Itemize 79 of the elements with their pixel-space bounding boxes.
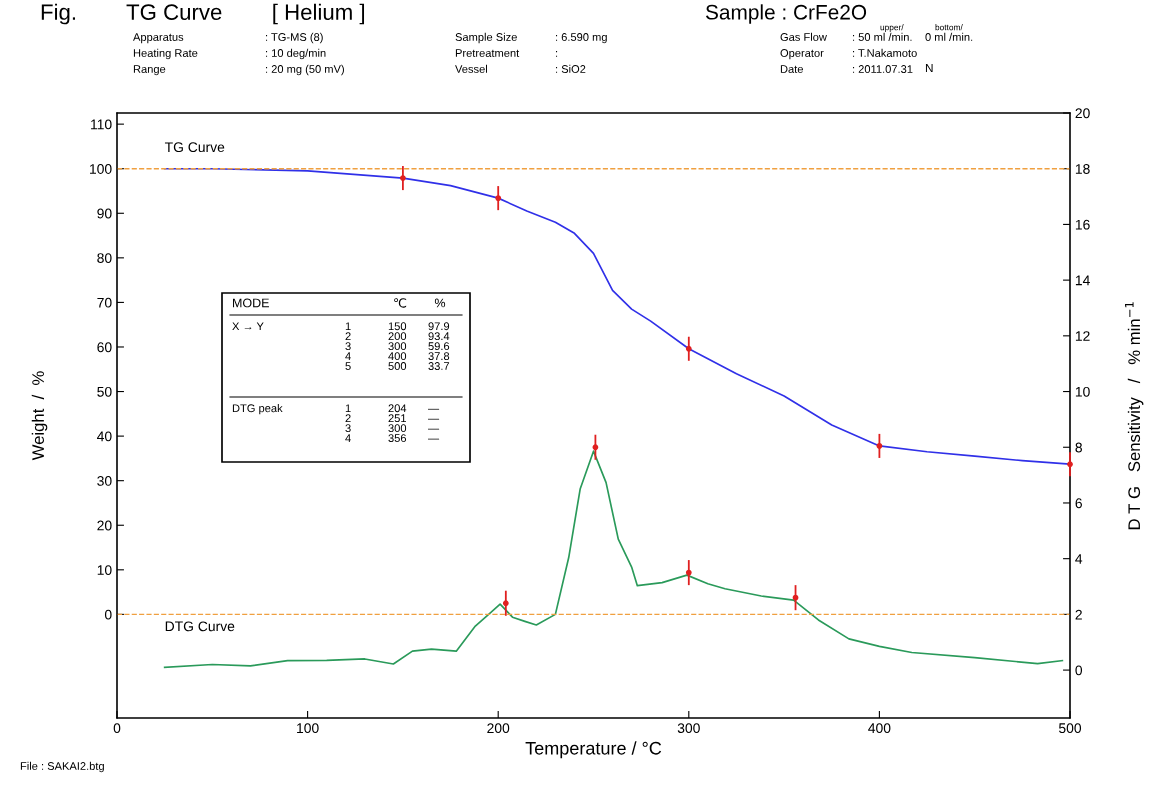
text: Operator <box>780 49 824 60</box>
annotation: 150 200 300 400 500 <box>388 322 407 370</box>
y2-tick-label: 4 <box>1075 554 1083 564</box>
text: : TG-MS (8) <box>266 32 323 44</box>
text: Heating Rate <box>133 48 198 60</box>
chart-title: Fig. TG Curve [ Helium ] <box>41 3 365 25</box>
y-tick-label: 70 <box>97 297 112 308</box>
text: : 10 deg/min <box>266 48 326 60</box>
text: N <box>925 63 933 73</box>
annotation: 1 2 3 4 <box>345 404 351 442</box>
point <box>876 443 883 449</box>
y2-tick-label: 0 <box>1075 665 1083 676</box>
annotation: % <box>434 298 446 308</box>
point <box>685 345 692 352</box>
text: 0 ml /min. <box>925 32 973 41</box>
annotation: 97.9 93.4 59.6 37.8 33.7 <box>428 322 450 370</box>
text: : 20 mg (50 mV) <box>266 64 344 76</box>
y2-tick-label: 16 <box>1075 219 1090 230</box>
annotation: ℃ <box>394 298 407 308</box>
text: Vessel <box>455 64 487 73</box>
text: : <box>556 51 558 57</box>
y2-tick-label: 2 <box>1075 609 1082 620</box>
text: Range <box>133 65 166 76</box>
annotation: 204 251 300 356 <box>388 404 407 443</box>
y2-tick-label: 18 <box>1075 164 1090 174</box>
text: Pretreatment <box>455 49 520 57</box>
annotation: 1 2 3 4 5 <box>345 322 351 370</box>
y2-tick-label: 6 <box>1075 498 1082 509</box>
annotation: — — — — <box>428 408 440 440</box>
y-tick-label: 40 <box>97 431 112 442</box>
point <box>1067 461 1073 468</box>
text: Date <box>780 65 803 73</box>
y-tick-label: 90 <box>97 208 112 219</box>
text: Apparatus <box>133 33 184 44</box>
x-tick-label: 200 <box>487 723 510 734</box>
text: Sample Size <box>455 32 517 44</box>
text: : 6.590 mg <box>556 33 607 44</box>
text: File : SAKAI2.btg <box>20 761 104 773</box>
point <box>685 569 692 576</box>
y-tick-label: 60 <box>97 342 112 353</box>
y-tick-label: 110 <box>91 119 112 130</box>
x-axis-title: Temperature / °C <box>525 741 662 759</box>
y-tick-label: 30 <box>97 476 112 486</box>
text: DTG Curve <box>165 621 235 632</box>
y-tick-label: 50 <box>97 386 112 397</box>
text: upper/ <box>880 24 904 32</box>
y-tick-label: 20 <box>97 520 112 531</box>
y2-tick-label: 12 <box>1075 331 1090 341</box>
y2-tick-label: 14 <box>1075 275 1090 286</box>
annotation: DTG peak <box>232 404 283 415</box>
point <box>592 444 599 451</box>
text: : T.Nakamoto <box>853 48 917 57</box>
annotation: X → Y <box>232 322 264 331</box>
y-tick-label: 80 <box>97 253 112 264</box>
point <box>502 600 509 607</box>
x-tick-label: 400 <box>868 723 891 734</box>
y-tick-label: 0 <box>104 609 112 620</box>
y2-tick-label: 20 <box>1075 108 1090 119</box>
annotation: MODE <box>233 298 269 308</box>
y-tick-label: 100 <box>90 164 112 174</box>
text: : 50 ml /min. <box>853 32 912 41</box>
point <box>400 175 406 181</box>
series-label: TG Curve <box>164 142 225 153</box>
y2-tick-label: 8 <box>1075 442 1082 453</box>
text: : SiO2 <box>556 64 586 73</box>
x-tick-label: 0 <box>113 723 121 734</box>
y-tick-label: 10 <box>97 565 112 575</box>
x-tick-label: 100 <box>297 723 319 734</box>
point <box>792 594 799 601</box>
text: : 2011.07.31 <box>853 65 913 73</box>
y-axis-title: Weight / % <box>31 371 48 461</box>
y2-axis-title: D T G Sensitivity / % min$^{−1}$ <box>1125 302 1144 530</box>
x-tick-label: 500 <box>1058 723 1082 734</box>
x-tick-label: 300 <box>677 723 700 734</box>
text: Gas Flow <box>780 32 827 41</box>
chart-subtitle: Sample : CrFe2O <box>705 4 867 24</box>
point <box>495 195 502 202</box>
text: bottom/ <box>935 24 963 31</box>
y2-tick-label: 10 <box>1075 386 1090 397</box>
